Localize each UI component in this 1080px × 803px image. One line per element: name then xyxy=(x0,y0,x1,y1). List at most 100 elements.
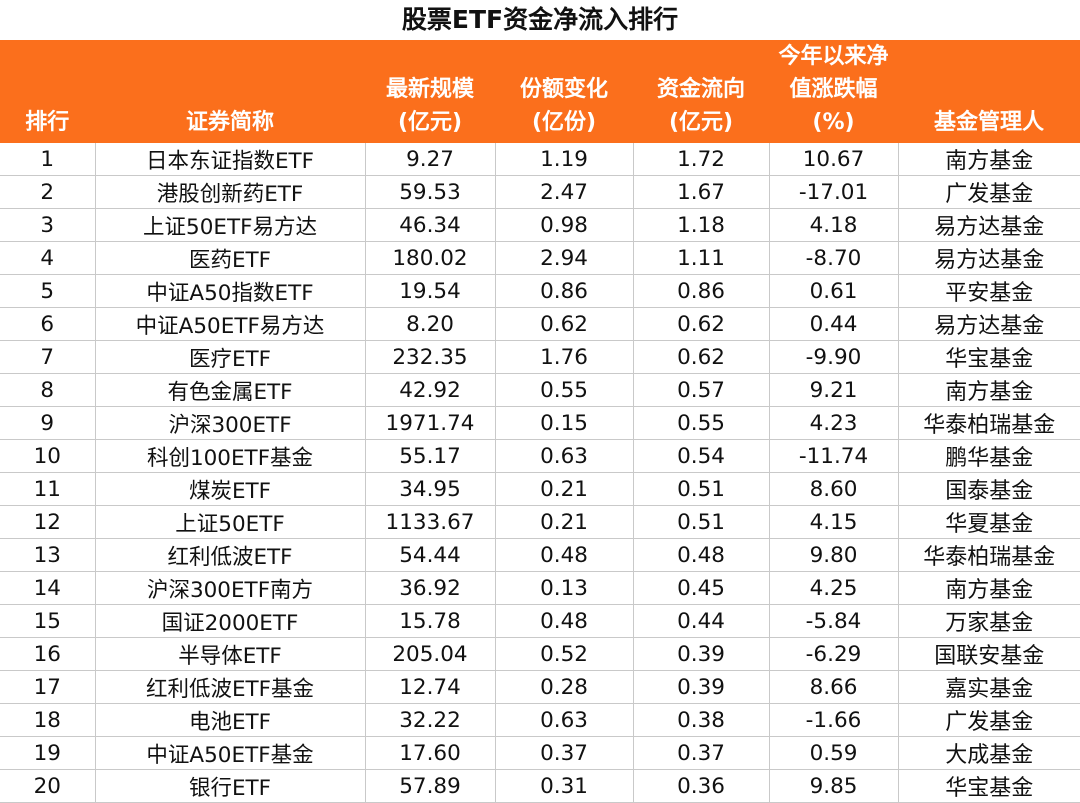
cell-fund-flow: 1.18 xyxy=(633,208,770,243)
table-row: 5 中证A50指数ETF 19.54 0.86 0.86 0.61 平安基金 xyxy=(0,274,1080,309)
table-row: 18 电池ETF 32.22 0.63 0.38 -1.66 广发基金 xyxy=(0,703,1080,738)
table-body: 1 日本东证指数ETF 9.27 1.19 1.72 10.67 南方基金 2 港股创新药ETF… xyxy=(0,143,1080,803)
cell-nav-change: 4.15 xyxy=(769,505,899,540)
cell-share-change: 0.31 xyxy=(495,769,634,803)
cell-share-change: 2.47 xyxy=(495,175,634,210)
cell-latest-scale: 15.78 xyxy=(365,604,496,639)
table-row: 15 国证2000ETF 15.78 0.48 0.44 -5.84 万家基金 xyxy=(0,604,1080,639)
cell-nav-change: 8.66 xyxy=(769,670,899,705)
cell-rank: 12 xyxy=(0,505,96,540)
cell-fund-manager: 华夏基金 xyxy=(898,505,1080,540)
cell-fund-flow: 0.62 xyxy=(633,340,770,375)
cell-latest-scale: 32.22 xyxy=(365,703,496,738)
cell-fund-flow: 0.37 xyxy=(633,736,770,771)
cell-security-name: 沪深300ETF xyxy=(95,406,366,441)
cell-nav-change: 0.59 xyxy=(769,736,899,771)
cell-fund-flow: 0.51 xyxy=(633,505,770,540)
cell-security-name: 半导体ETF xyxy=(95,637,366,672)
cell-rank: 11 xyxy=(0,472,96,507)
table-row: 10 科创100ETF基金 55.17 0.63 0.54 -11.74 鹏华基金 xyxy=(0,439,1080,474)
cell-fund-manager: 嘉实基金 xyxy=(898,670,1080,705)
table-row: 8 有色金属ETF 42.92 0.55 0.57 9.21 南方基金 xyxy=(0,373,1080,408)
cell-fund-manager: 南方基金 xyxy=(898,571,1080,606)
cell-nav-change: 0.44 xyxy=(769,307,899,342)
table-row: 1 日本东证指数ETF 9.27 1.19 1.72 10.67 南方基金 xyxy=(0,143,1080,177)
cell-rank: 6 xyxy=(0,307,96,342)
cell-fund-manager: 易方达基金 xyxy=(898,307,1080,342)
table-row: 11 煤炭ETF 34.95 0.21 0.51 8.60 国泰基金 xyxy=(0,472,1080,507)
cell-share-change: 2.94 xyxy=(495,241,634,276)
cell-fund-flow: 0.39 xyxy=(633,670,770,705)
cell-fund-manager: 华宝基金 xyxy=(898,340,1080,375)
header-share: 份额变化 (亿份) xyxy=(495,40,634,143)
cell-fund-manager: 鹏华基金 xyxy=(898,439,1080,474)
cell-nav-change: 4.25 xyxy=(769,571,899,606)
cell-rank: 2 xyxy=(0,175,96,210)
table-row: 3 上证50ETF易方达 46.34 0.98 1.18 4.18 易方达基金 xyxy=(0,208,1080,243)
cell-fund-flow: 0.55 xyxy=(633,406,770,441)
cell-fund-manager: 华泰柏瑞基金 xyxy=(898,538,1080,573)
cell-security-name: 国证2000ETF xyxy=(95,604,366,639)
cell-share-change: 0.15 xyxy=(495,406,634,441)
cell-rank: 9 xyxy=(0,406,96,441)
header-rank: 排行 xyxy=(0,40,96,143)
table-row: 19 中证A50ETF基金 17.60 0.37 0.37 0.59 大成基金 xyxy=(0,736,1080,771)
header-manager-line: 基金管理人 xyxy=(933,110,1044,135)
header-name-line: 证券简称 xyxy=(185,110,274,135)
header-flow-line-1: 资金流向 xyxy=(656,77,745,102)
cell-share-change: 0.55 xyxy=(495,373,634,408)
header-nav-line-3: (%) xyxy=(812,110,855,135)
cell-share-change: 0.37 xyxy=(495,736,634,771)
cell-latest-scale: 46.34 xyxy=(365,208,496,243)
header-scale-line-1: 最新规模 xyxy=(385,77,474,102)
table-row: 2 港股创新药ETF 59.53 2.47 1.67 -17.01 广发基金 xyxy=(0,175,1080,210)
cell-latest-scale: 180.02 xyxy=(365,241,496,276)
cell-fund-manager: 国联安基金 xyxy=(898,637,1080,672)
cell-security-name: 红利低波ETF xyxy=(95,538,366,573)
cell-fund-flow: 0.57 xyxy=(633,373,770,408)
cell-nav-change: 8.60 xyxy=(769,472,899,507)
table-row: 9 沪深300ETF 1971.74 0.15 0.55 4.23 华泰柏瑞基金 xyxy=(0,406,1080,441)
cell-share-change: 1.76 xyxy=(495,340,634,375)
cell-fund-manager: 华宝基金 xyxy=(898,769,1080,803)
cell-security-name: 电池ETF xyxy=(95,703,366,738)
cell-latest-scale: 42.92 xyxy=(365,373,496,408)
cell-share-change: 0.21 xyxy=(495,505,634,540)
cell-latest-scale: 36.92 xyxy=(365,571,496,606)
cell-fund-manager: 广发基金 xyxy=(898,703,1080,738)
cell-nav-change: 4.23 xyxy=(769,406,899,441)
cell-security-name: 中证A50ETF易方达 xyxy=(95,307,366,342)
cell-security-name: 有色金属ETF xyxy=(95,373,366,408)
cell-rank: 20 xyxy=(0,769,96,803)
header-rank-line: 排行 xyxy=(25,110,70,135)
cell-security-name: 中证A50指数ETF xyxy=(95,274,366,309)
cell-fund-manager: 易方达基金 xyxy=(898,208,1080,243)
header-flow: 资金流向 (亿元) xyxy=(633,40,770,143)
cell-nav-change: 9.80 xyxy=(769,538,899,573)
header-share-line-2: (亿份) xyxy=(531,110,597,135)
cell-security-name: 银行ETF xyxy=(95,769,366,803)
cell-security-name: 医疗ETF xyxy=(95,340,366,375)
cell-rank: 17 xyxy=(0,670,96,705)
cell-fund-flow: 0.86 xyxy=(633,274,770,309)
table-row: 17 红利低波ETF基金 12.74 0.28 0.39 8.66 嘉实基金 xyxy=(0,670,1080,705)
cell-rank: 18 xyxy=(0,703,96,738)
table-row: 13 红利低波ETF 54.44 0.48 0.48 9.80 华泰柏瑞基金 xyxy=(0,538,1080,573)
table-row: 16 半导体ETF 205.04 0.52 0.39 -6.29 国联安基金 xyxy=(0,637,1080,672)
cell-rank: 14 xyxy=(0,571,96,606)
cell-fund-manager: 南方基金 xyxy=(898,143,1080,177)
cell-rank: 15 xyxy=(0,604,96,639)
cell-fund-manager: 广发基金 xyxy=(898,175,1080,210)
cell-security-name: 港股创新药ETF xyxy=(95,175,366,210)
cell-security-name: 上证50ETF易方达 xyxy=(95,208,366,243)
cell-rank: 13 xyxy=(0,538,96,573)
cell-nav-change: 4.18 xyxy=(769,208,899,243)
cell-fund-manager: 易方达基金 xyxy=(898,241,1080,276)
cell-share-change: 0.21 xyxy=(495,472,634,507)
cell-nav-change: -8.70 xyxy=(769,241,899,276)
header-manager: 基金管理人 xyxy=(898,40,1080,143)
cell-fund-flow: 1.72 xyxy=(633,143,770,177)
cell-nav-change: -11.74 xyxy=(769,439,899,474)
cell-rank: 19 xyxy=(0,736,96,771)
table-row: 4 医药ETF 180.02 2.94 1.11 -8.70 易方达基金 xyxy=(0,241,1080,276)
